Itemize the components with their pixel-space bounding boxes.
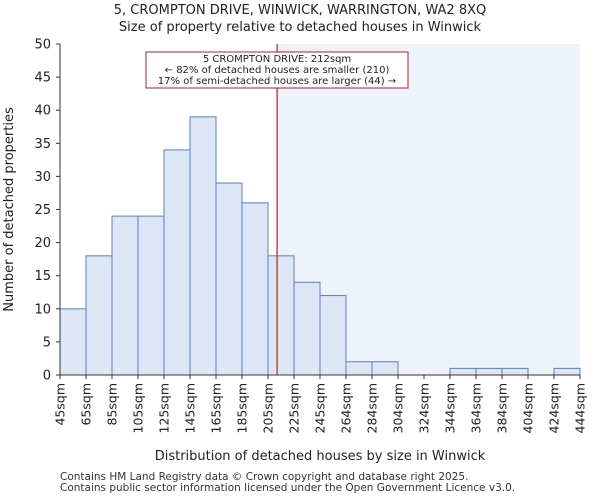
x-tick-label: 304sqm bbox=[391, 383, 406, 433]
chart-subtitle: Size of property relative to detached ho… bbox=[118, 20, 482, 35]
bar-2 bbox=[111, 215, 139, 376]
x-tick-label: 105sqm bbox=[131, 383, 146, 433]
x-axis-label: Distribution of detached houses by size … bbox=[155, 449, 486, 464]
y-tick-label: 35 bbox=[34, 137, 51, 152]
y-tick-label: 15 bbox=[34, 269, 51, 284]
bar-9 bbox=[293, 281, 321, 376]
chart-title-block: 5, CROMPTON DRIVE, WINWICK, WARRINGTON, … bbox=[0, 2, 600, 36]
bar-0 bbox=[59, 308, 87, 376]
y-axis-label: Number of detached properties bbox=[2, 107, 17, 312]
bar-8 bbox=[267, 255, 295, 376]
x-tick-label: 245sqm bbox=[313, 383, 328, 433]
y-tick-label: 40 bbox=[34, 104, 51, 119]
y-tick-label: 0 bbox=[43, 369, 51, 384]
bars bbox=[59, 116, 581, 376]
x-tick-label: 45sqm bbox=[53, 383, 68, 426]
y-ticks: 0 5 10 15 20 25 30 35 40 45 50 bbox=[34, 38, 60, 384]
x-tick-label: 284sqm bbox=[365, 383, 380, 433]
bar-16 bbox=[475, 367, 503, 376]
chart-title: 5, CROMPTON DRIVE, WINWICK, WARRINGTON, … bbox=[113, 3, 487, 18]
bar-3 bbox=[137, 215, 165, 376]
annotation-frame bbox=[145, 51, 409, 89]
y-tick-label: 20 bbox=[34, 236, 51, 251]
bar-19 bbox=[553, 367, 581, 376]
x-tick-label: 364sqm bbox=[469, 383, 484, 433]
x-tick-label: 324sqm bbox=[417, 383, 432, 433]
bar-6 bbox=[215, 182, 243, 376]
annotation-line-2: ← 82% of detached houses are smaller (21… bbox=[165, 65, 390, 76]
y-tick-label: 30 bbox=[34, 170, 51, 185]
x-tick-label: 165sqm bbox=[209, 383, 224, 433]
x-tick-label: 344sqm bbox=[443, 383, 458, 433]
y-tick-label: 10 bbox=[34, 302, 51, 317]
x-tick-label: 65sqm bbox=[79, 383, 94, 426]
bar-17 bbox=[501, 367, 529, 376]
footer: Contains HM Land Registry data © Crown c… bbox=[60, 472, 515, 494]
x-ticks: 45sqm 65sqm 85sqm 105sqm 125sqm 145sqm 165sqm 1… bbox=[53, 375, 588, 433]
y-tick-label: 45 bbox=[34, 71, 51, 86]
bar-15 bbox=[449, 367, 477, 376]
y-tick-label: 5 bbox=[43, 335, 51, 350]
bar-11 bbox=[345, 361, 373, 376]
x-tick-label: 225sqm bbox=[287, 383, 302, 433]
annotation-box: 5 CROMPTON DRIVE: 212sqm ← 82% of detach… bbox=[145, 51, 409, 89]
x-tick-label: 145sqm bbox=[183, 383, 198, 433]
annotation-line-1: 5 CROMPTON DRIVE: 212sqm bbox=[203, 54, 351, 65]
x-tick-label: 424sqm bbox=[547, 383, 562, 433]
y-tick-label: 50 bbox=[34, 38, 51, 53]
y-tick-label: 25 bbox=[34, 203, 51, 218]
annotation-line-3: 17% of semi-detached houses are larger (… bbox=[158, 76, 396, 87]
bar-12 bbox=[371, 361, 399, 376]
bar-5 bbox=[189, 116, 217, 376]
x-tick-label: 384sqm bbox=[495, 383, 510, 433]
x-tick-label: 444sqm bbox=[573, 383, 588, 433]
bar-4 bbox=[163, 149, 191, 376]
x-tick-label: 205sqm bbox=[261, 383, 276, 433]
bar-1 bbox=[85, 255, 113, 376]
x-tick-label: 185sqm bbox=[235, 383, 250, 433]
footer-line-1: Contains HM Land Registry data © Crown c… bbox=[60, 471, 469, 483]
x-tick-label: 404sqm bbox=[521, 383, 536, 433]
bar-7 bbox=[241, 202, 269, 376]
footer-line-2: Contains public sector information licen… bbox=[60, 482, 516, 494]
x-tick-label: 85sqm bbox=[105, 383, 120, 426]
x-tick-label: 125sqm bbox=[157, 383, 172, 433]
bar-10 bbox=[319, 295, 347, 376]
x-tick-label: 264sqm bbox=[339, 383, 354, 433]
